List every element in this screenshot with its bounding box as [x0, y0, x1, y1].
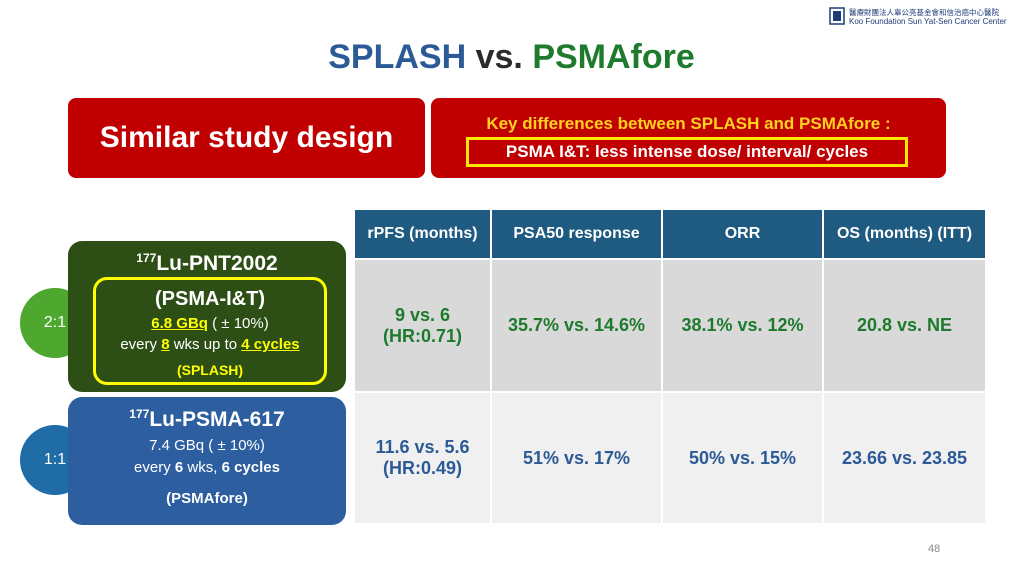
psmafore-os: 23.66 vs. 23.85: [824, 393, 985, 523]
table-header-row: rPFS (months) PSA50 response ORR OS (mon…: [355, 210, 985, 258]
splash-psa50: 35.7% vs. 14.6%: [492, 260, 661, 391]
title-psmafore: PSMAfore: [532, 38, 695, 76]
title-splash: SPLASH: [328, 38, 467, 76]
header-psa50: PSA50 response: [492, 210, 661, 258]
table-row-psmafore: 11.6 vs. 5.6 (HR:0.49) 51% vs. 17% 50% v…: [355, 393, 985, 523]
key-differences-highlight: PSMA I&T: less intense dose/ interval/ c…: [505, 142, 869, 161]
similar-design-box: Similar study design: [68, 98, 425, 178]
similar-design-text: Similar study design: [99, 121, 394, 154]
psmafore-dose: 7.4 GBq ( ± 10%): [149, 437, 265, 454]
logo-english-name: Koo Foundation Sun Yat-Sen Cancer Center: [849, 17, 1007, 26]
splash-regimen-box: (PSMA-I&T) 6.8 GBq ( ± 10%) every 8 wks …: [93, 277, 327, 385]
psmafore-drug-label: Lu-PSMA-617: [149, 408, 285, 431]
psmafore-rpfs-value: 11.6 vs. 5.6: [375, 437, 470, 457]
psmafore-drug-name: 177Lu-PSMA-617: [68, 407, 346, 432]
psmafore-schedule-line: every 6 wks, 6 cycles: [68, 459, 346, 476]
table-row-splash: 9 vs. 6 (HR:0.71) 35.7% vs. 14.6% 38.1% …: [355, 260, 985, 391]
psmafore-schedule-mid: wks,: [183, 459, 222, 476]
splash-schedule-mid: wks up to: [169, 336, 242, 353]
key-differences-box: Key differences between SPLASH and PSMAf…: [431, 98, 946, 178]
splash-cycles: 4 cycles: [241, 336, 300, 353]
splash-rpfs: 9 vs. 6 (HR:0.71): [355, 260, 490, 391]
splash-schedule-line: every 8 wks up to 4 cycles: [96, 336, 324, 353]
page-number: 48: [928, 543, 941, 555]
splash-dose: 6.8 GBq: [151, 315, 208, 332]
results-table: rPFS (months) PSA50 response ORR OS (mon…: [353, 208, 987, 525]
splash-agent: (PSMA-I&T): [155, 288, 265, 310]
splash-rpfs-value: 9 vs. 6: [394, 304, 451, 325]
psmafore-cycles: 6 cycles: [221, 459, 280, 476]
key-differences-heading: Key differences between SPLASH and PSMAf…: [486, 114, 891, 133]
psmafore-orr: 50% vs. 15%: [663, 393, 822, 523]
splash-orr: 38.1% vs. 12%: [663, 260, 822, 391]
psmafore-rpfs: 11.6 vs. 5.6 (HR:0.49): [355, 393, 490, 523]
splash-isotope: 177: [136, 251, 157, 265]
psmafore-rpfs-hr: (HR:0.49): [382, 458, 462, 478]
header-os: OS (months) (ITT): [824, 210, 985, 258]
splash-every: every: [120, 336, 162, 353]
psmafore-isotope: 177: [129, 407, 150, 421]
psmafore-trial-name: (PSMAfore): [166, 490, 248, 507]
splash-rpfs-hr: (HR:0.71): [382, 325, 462, 346]
psmafore-psa50: 51% vs. 17%: [492, 393, 661, 523]
slide-title: SPLASH vs. PSMAfore: [0, 38, 1023, 77]
psmafore-arm-box: 177Lu-PSMA-617 7.4 GBq ( ± 10%) every 6 …: [68, 397, 346, 525]
key-differences-highlight-box: PSMA I&T: less intense dose/ interval/ c…: [466, 137, 908, 167]
splash-interval: 8: [161, 336, 170, 353]
splash-dose-line: 6.8 GBq ( ± 10%): [96, 315, 324, 332]
title-vs: vs.: [475, 38, 523, 76]
splash-arm-box: 177Lu-PNT2002 (PSMA-I&T) 6.8 GBq ( ± 10%…: [68, 241, 346, 392]
institution-logo: 醫療財團法人辜公亮基金會和信治癌中心醫院 Koo Foundation Sun …: [829, 6, 1019, 28]
logo-chinese-name: 醫療財團法人辜公亮基金會和信治癌中心醫院: [849, 8, 999, 17]
splash-drug-name: 177Lu-PNT2002: [68, 251, 346, 276]
header-rpfs: rPFS (months): [355, 210, 490, 258]
splash-os: 20.8 vs. NE: [824, 260, 985, 391]
psmafore-interval: 6: [174, 459, 184, 476]
splash-drug-label: Lu-PNT2002: [156, 252, 278, 275]
logo-emblem-icon: [829, 7, 845, 25]
psmafore-every: every: [134, 459, 175, 476]
header-orr: ORR: [663, 210, 822, 258]
splash-trial-name: (SPLASH): [176, 362, 244, 378]
splash-dose-tolerance: ( ± 10%): [207, 315, 269, 332]
